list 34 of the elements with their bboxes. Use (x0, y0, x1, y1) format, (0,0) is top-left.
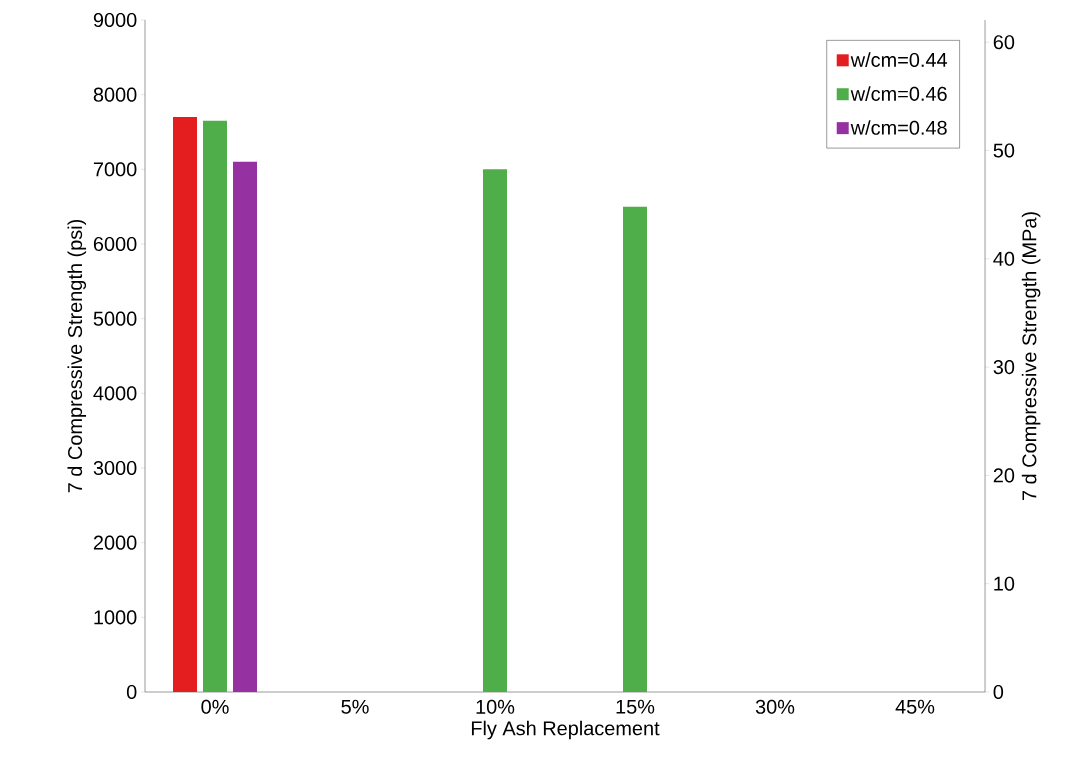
x-tick-label: 10% (476, 699, 515, 714)
y-tick-label: 5000 (93, 311, 137, 326)
y2-tick-label: 60 (993, 35, 1015, 50)
y-tick-label: 1000 (94, 610, 137, 625)
bar (233, 161, 257, 692)
y-tick-label: 2000 (93, 535, 137, 550)
y2-tick-label: 40 (993, 251, 1015, 266)
x-tick-label: 30% (755, 699, 795, 714)
x-axis-title: Fly Ash Replacement (471, 720, 660, 740)
bar (483, 169, 507, 692)
bar (173, 117, 197, 692)
y2-tick-label: 0 (993, 684, 1004, 700)
legend-label: w/cm=0.48 (850, 120, 947, 135)
x-tick-label: 45% (895, 699, 935, 714)
x-tick-label: 5% (341, 699, 369, 714)
y2-tick-label: 20 (993, 468, 1015, 483)
y-tick-label: 7000 (93, 162, 137, 177)
y-tick-label: 6000 (93, 236, 137, 252)
y2-axis-title: 7 d Compressive Strength (MPa) (1021, 212, 1041, 501)
y-tick-label: 3000 (93, 460, 137, 476)
y-tick-label: 8000 (93, 87, 137, 102)
x-tick-label: 15% (616, 699, 655, 714)
x-tick-label: 0% (201, 699, 229, 714)
legend-label: w/cm=0.46 (850, 86, 947, 101)
y-tick-label: 4000 (93, 386, 137, 401)
y-tick-label: 9000 (93, 12, 137, 28)
y2-tick-label: 30 (993, 360, 1015, 375)
bar (623, 206, 647, 692)
legend-label: w/cm=0.44 (850, 52, 948, 67)
y-axis-title: 7 d Compressive Strength (psi) (67, 219, 87, 493)
y2-tick-label: 10 (994, 576, 1015, 591)
y-tick-label: 0 (126, 684, 137, 700)
bar (203, 120, 227, 692)
y2-tick-label: 50 (993, 143, 1015, 158)
